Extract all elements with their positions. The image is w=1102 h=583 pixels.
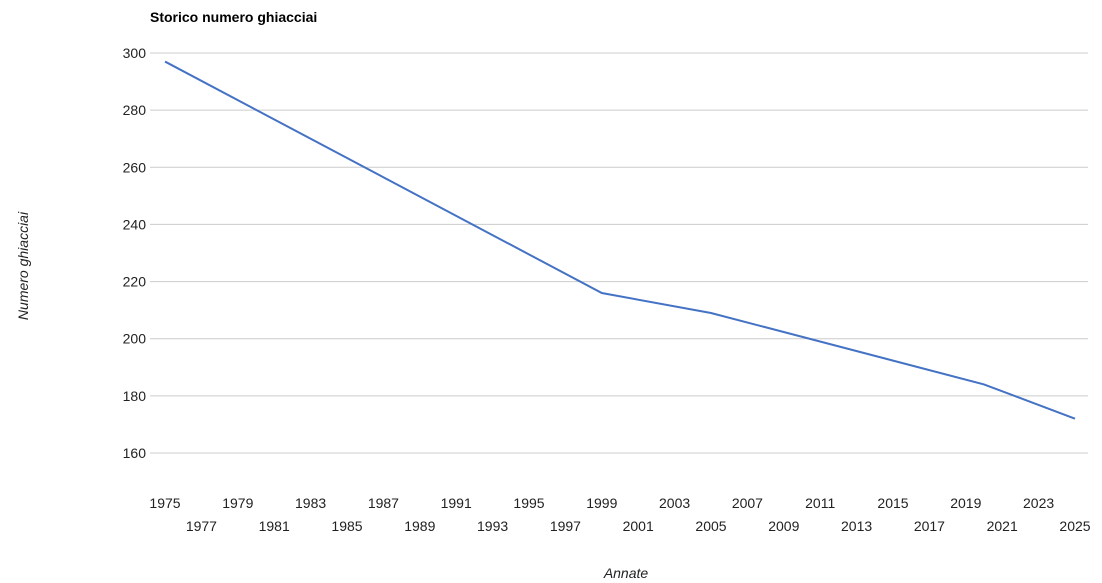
y-tick-label: 280 <box>123 102 147 118</box>
y-tick-label: 220 <box>123 274 147 290</box>
x-tick-label: 2019 <box>950 495 981 511</box>
x-tick-label: 2015 <box>877 495 908 511</box>
x-tick-label: 2003 <box>659 495 690 511</box>
x-tick-label: 2025 <box>1059 518 1090 534</box>
x-tick-label: 1995 <box>513 495 544 511</box>
x-tick-label: 1981 <box>259 518 290 534</box>
x-tick-label: 1987 <box>368 495 399 511</box>
x-tick-label: 1989 <box>404 518 435 534</box>
series-layer <box>164 60 1076 420</box>
x-tick-label: 1983 <box>295 495 326 511</box>
x-tick-label: 1977 <box>186 518 217 534</box>
x-tick-label: 1985 <box>331 518 362 534</box>
x-tick-label: 2021 <box>987 518 1018 534</box>
x-tick-label: 2013 <box>841 518 872 534</box>
x-tick-label: 1997 <box>550 518 581 534</box>
x-tick-label: 1975 <box>149 495 180 511</box>
series-line-0 <box>164 60 1076 420</box>
x-axis-ticks: 1975 1977 1979 1981 1983 1985 1987 1989 1991 1993… <box>149 495 1090 534</box>
y-tick-label: 300 <box>123 45 147 61</box>
x-tick-label: 2009 <box>768 518 799 534</box>
y-tick-label: 200 <box>123 331 147 347</box>
y-axis-label: Numero ghiacciai <box>15 211 31 320</box>
x-tick-label: 2017 <box>914 518 945 534</box>
x-tick-label: 2001 <box>623 518 654 534</box>
y-tick-label: 260 <box>123 159 147 175</box>
x-tick-label: 1993 <box>477 518 508 534</box>
x-tick-label: 1979 <box>222 495 253 511</box>
x-tick-label: 2005 <box>695 518 726 534</box>
x-tick-label: 2023 <box>1023 495 1054 511</box>
y-tick-label: 180 <box>123 388 147 404</box>
x-tick-label: 2007 <box>732 495 763 511</box>
x-tick-label: 1999 <box>586 495 617 511</box>
chart-title: Storico numero ghiacciai <box>150 9 317 25</box>
x-axis-label: Annate <box>603 565 649 581</box>
x-tick-label: 1991 <box>441 495 472 511</box>
gridlines <box>150 52 1088 454</box>
y-tick-label: 160 <box>123 445 147 461</box>
x-tick-label: 2011 <box>805 495 835 511</box>
y-tick-label: 240 <box>123 216 147 232</box>
y-axis-ticks: 160 180 200 220 240 260 280 300 <box>123 45 147 461</box>
